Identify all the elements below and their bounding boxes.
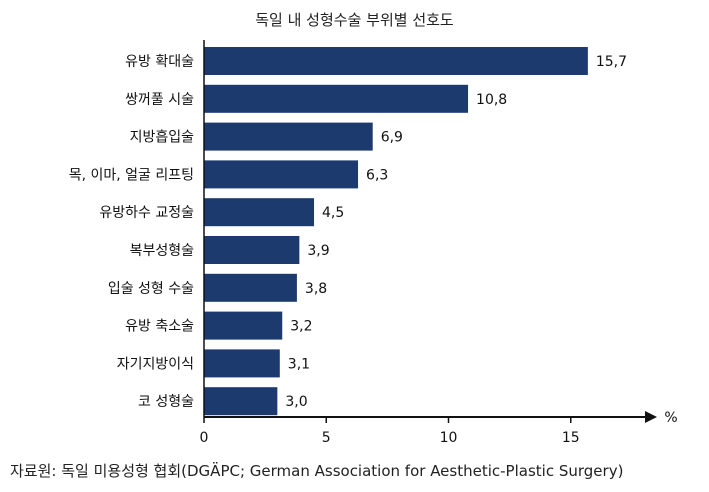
- category-label: 지방흡입술: [130, 130, 195, 146]
- bars-layer: [204, 47, 588, 416]
- data-label: 3,1: [288, 356, 310, 372]
- bar: [204, 236, 300, 264]
- category-label: 복부성형술: [130, 243, 195, 259]
- bar: [204, 47, 588, 75]
- bar: [204, 349, 280, 378]
- data-label: 3,2: [290, 319, 312, 335]
- data-label: 6,9: [381, 130, 403, 146]
- bar: [204, 387, 278, 416]
- x-tick-label: 10: [440, 430, 458, 446]
- category-label: 유방하수 교정술: [99, 205, 194, 221]
- data-label: 4,5: [322, 205, 344, 221]
- data-label: 3,9: [307, 243, 329, 259]
- chart-title: 독일 내 성형수술 부위별 선호도: [255, 11, 454, 29]
- data-label: 15,7: [596, 54, 627, 70]
- bar: [204, 122, 373, 151]
- bar: [204, 311, 283, 340]
- source-note: 자료원: 독일 미용성형 협회(DGÄPC; German Associatio…: [10, 462, 624, 480]
- labels-layer: 유방 확대술 15,7 쌍꺼풀 시술 10,8 지방흡입술 6,9 목, 이마, 얼굴 리프…: [69, 54, 627, 410]
- x-tick-label: 15: [562, 430, 580, 446]
- category-label: 유방 축소술: [125, 319, 194, 335]
- x-axis-unit: %: [664, 410, 677, 426]
- data-label: 10,8: [476, 92, 507, 108]
- bar: [204, 160, 359, 189]
- x-tick-label: 0: [200, 430, 209, 446]
- data-label: 6,3: [366, 167, 388, 183]
- category-label: 자기지방이식: [117, 356, 194, 372]
- category-label: 입술 성형 수술: [108, 281, 194, 297]
- x-axis-arrow: [645, 411, 657, 423]
- data-label: 3,0: [285, 394, 307, 410]
- bar: [204, 198, 315, 227]
- x-tick-label: 5: [322, 430, 331, 446]
- category-label: 유방 확대술: [125, 54, 194, 70]
- data-label: 3,8: [305, 281, 327, 297]
- bar: [204, 273, 297, 302]
- category-label: 쌍꺼풀 시술: [125, 92, 194, 108]
- category-label: 코 성형술: [138, 394, 194, 410]
- x-axis: 0 5 10 15%: [200, 40, 678, 446]
- category-label: 목, 이마, 얼굴 리프팅: [69, 167, 194, 183]
- bar: [204, 84, 469, 113]
